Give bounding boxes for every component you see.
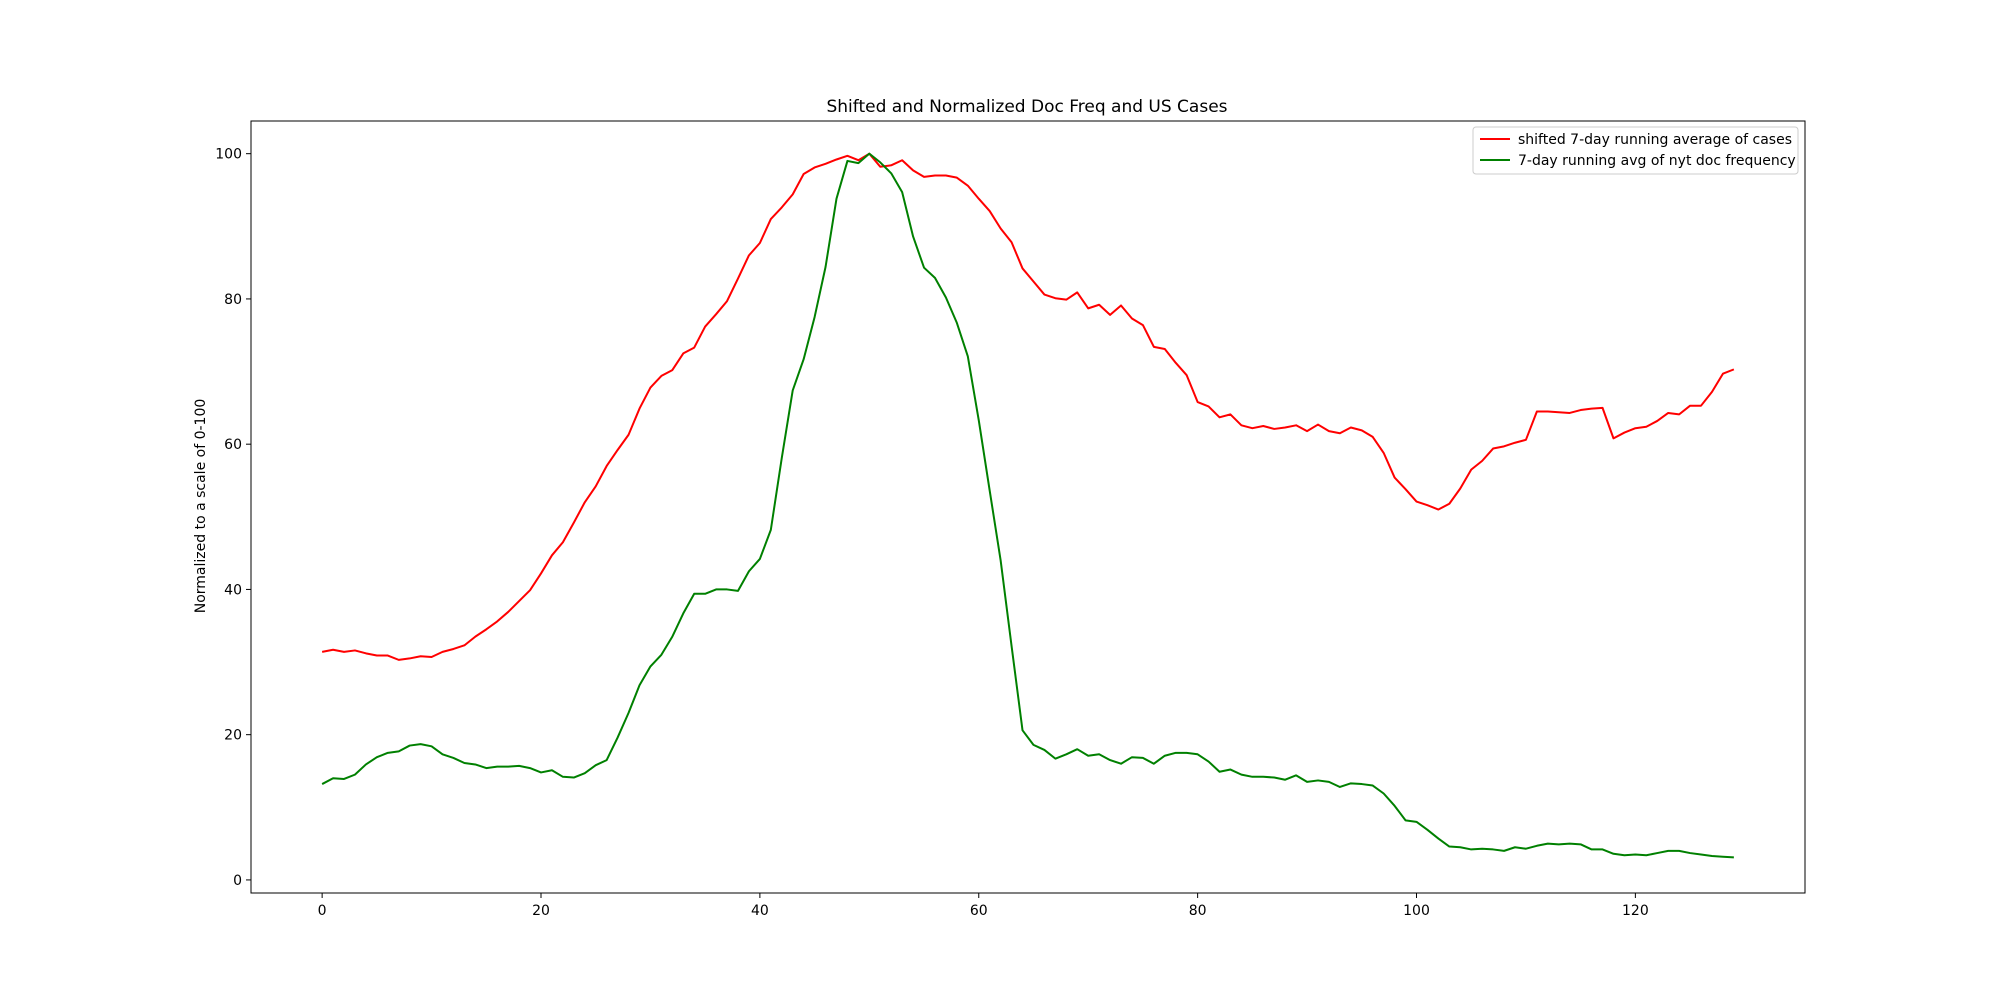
series-line-1: [321, 152, 1734, 859]
x-tick-label: 0: [318, 903, 327, 919]
y-axis-ticks: 0 20 40 60 80 100: [215, 147, 251, 889]
plot-lines: [321, 152, 1735, 859]
x-tick-label: 40: [751, 903, 769, 919]
x-tick-label: 100: [1403, 903, 1430, 919]
x-tick-label: 120: [1622, 903, 1649, 919]
chart-title: Shifted and Normalized Doc Freq and US C…: [826, 97, 1227, 117]
y-tick-label: 0: [233, 873, 242, 889]
x-tick-label: 80: [1189, 903, 1207, 919]
x-axis-ticks: 0 20 40 60 80 100 120: [318, 893, 1649, 919]
plot-area-frame: [250, 120, 1806, 894]
y-tick-label: 40: [224, 582, 242, 598]
y-tick-label: 20: [224, 728, 242, 744]
y-tick-label: 80: [224, 292, 242, 308]
legend: shifted 7-day running average of cases 7…: [1472, 126, 1799, 175]
x-tick-label: 60: [970, 903, 988, 919]
legend-label-cases: shifted 7-day running average of cases: [1518, 132, 1792, 148]
legend-box: [1472, 126, 1799, 175]
x-tick-label: 20: [532, 903, 550, 919]
y-tick-label: 60: [224, 437, 242, 453]
legend-label-doc-frequency: 7-day running avg of nyt doc frequency: [1518, 153, 1796, 169]
y-axis-label: Normalized to a scale of 0-100: [193, 399, 209, 614]
y-tick-label: 100: [215, 147, 242, 163]
series-line-0: [321, 152, 1735, 661]
